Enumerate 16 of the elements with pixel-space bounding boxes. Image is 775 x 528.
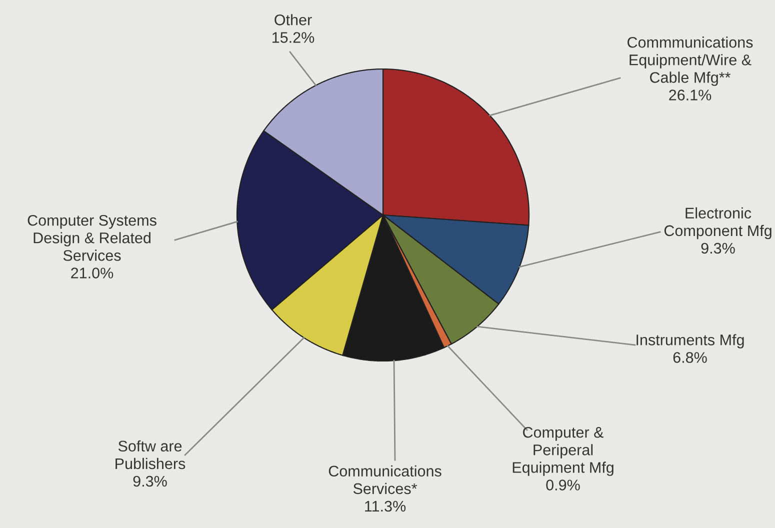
- data-label: 11.3%: [365, 500, 406, 512]
- slice-label: Other: [274, 14, 312, 26]
- slice-label: Commmunications Equipment/Wire & Cable Mfg**: [628, 36, 753, 86]
- data-label: 0.9%: [546, 480, 580, 490]
- slice-label: Computer Systems Design & Related Services: [28, 214, 156, 261]
- slice-label: Instruments Mfg: [636, 334, 744, 348]
- data-label: 9.3%: [701, 242, 735, 254]
- slice-label: Computer & Periperal Equipment Mfg: [512, 426, 614, 476]
- data-label: 9.3%: [133, 476, 167, 487]
- data-label: 26.1%: [669, 90, 712, 100]
- slice-label: Communications Services*: [328, 465, 442, 494]
- slice-label: Electronic Component Mfg: [664, 207, 772, 240]
- data-label: 15.2%: [272, 32, 314, 43]
- data-label: 21.0%: [71, 268, 114, 278]
- data-label: 6.8%: [673, 352, 707, 363]
- slice-label: Softw are Publishers: [116, 440, 186, 470]
